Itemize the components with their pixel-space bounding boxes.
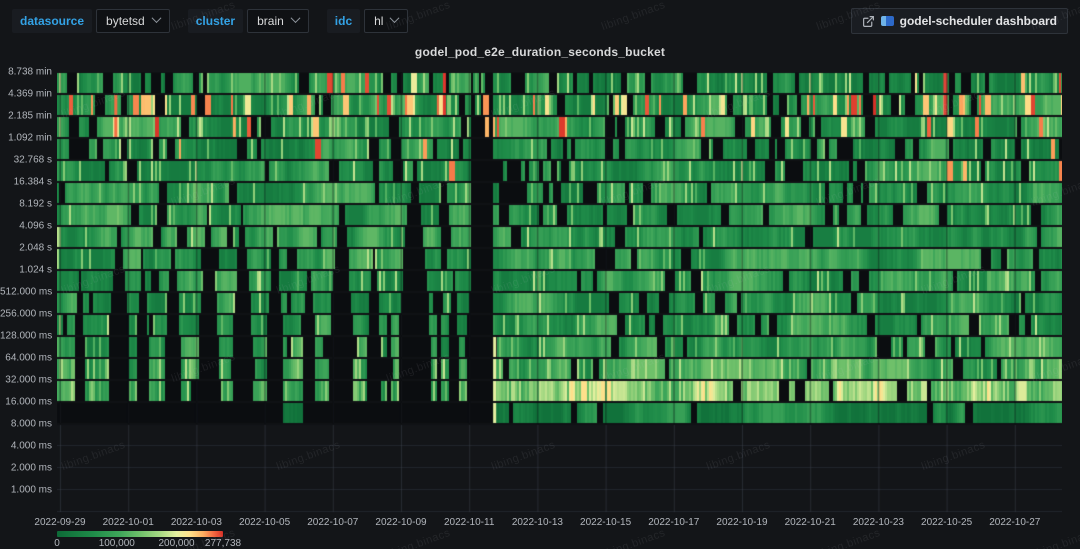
variable-value-datasource: bytetsd bbox=[106, 14, 145, 28]
watermark-text: libing.binacs bbox=[599, 526, 668, 549]
x-axis-label: 2022-10-25 bbox=[921, 517, 973, 528]
x-axis-label: 2022-10-07 bbox=[307, 517, 359, 528]
y-axis-label: 8.738 min bbox=[8, 66, 52, 78]
legend-tick-label: 100,000 bbox=[98, 538, 135, 549]
legend-gradient-bar bbox=[57, 531, 223, 537]
external-link-icon bbox=[862, 15, 874, 27]
variable-label-datasource: datasource bbox=[12, 9, 93, 33]
y-axis-label: 4.096 s bbox=[19, 220, 52, 232]
x-axis-label: 2022-09-29 bbox=[34, 517, 86, 528]
variable-label-cluster: cluster bbox=[187, 9, 244, 33]
variable-value-idc: hl bbox=[374, 14, 384, 28]
legend-tick-label: 277,738 bbox=[204, 538, 242, 549]
heatmap-canvas[interactable] bbox=[57, 72, 1062, 513]
variable-dropdown-datasource[interactable]: bytetsd bbox=[96, 9, 170, 33]
y-axis-label: 512.000 ms bbox=[0, 286, 53, 298]
watermark-text: libing.binacs bbox=[1029, 526, 1080, 549]
variable-label-idc: idc bbox=[326, 9, 361, 33]
y-axis-label: 2.000 ms bbox=[10, 462, 52, 474]
y-axis-label: 2.185 min bbox=[8, 110, 52, 122]
dashboard-link-button[interactable]: godel-scheduler dashboard bbox=[850, 8, 1068, 34]
y-axis-label: 2.048 s bbox=[19, 242, 52, 254]
watermark-text: libing.binacs bbox=[814, 526, 883, 549]
y-axis-label: 1.000 ms bbox=[10, 484, 52, 496]
panel-title: godel_pod_e2e_duration_seconds_bucket bbox=[414, 45, 666, 59]
x-axis-label: 2022-10-27 bbox=[989, 517, 1041, 528]
y-axis-label: 8.000 ms bbox=[10, 418, 52, 430]
dashboard-icon bbox=[880, 16, 894, 26]
watermark-text: libing.binacs bbox=[384, 526, 453, 549]
variable-datasource: datasource bytetsd bbox=[12, 9, 170, 33]
y-axis-label: 1.092 min bbox=[8, 132, 52, 144]
x-axis-label: 2022-10-13 bbox=[511, 517, 563, 528]
x-axis-label: 2022-10-09 bbox=[375, 517, 427, 528]
y-axis-label: 1.024 s bbox=[19, 264, 52, 276]
variable-cluster: cluster brain bbox=[187, 9, 309, 33]
chevron-down-icon bbox=[290, 13, 301, 24]
legend-tick-label: 200,000 bbox=[158, 538, 195, 549]
x-axis-label: 2022-10-03 bbox=[170, 517, 222, 528]
x-axis-label: 2022-10-05 bbox=[239, 517, 291, 528]
y-axis-label: 8.192 s bbox=[19, 198, 52, 210]
y-axis-label: 32.768 s bbox=[13, 154, 52, 166]
chevron-down-icon bbox=[151, 13, 162, 24]
y-axis-label: 128.000 ms bbox=[0, 330, 53, 342]
y-axis-label: 64.000 ms bbox=[5, 352, 52, 364]
y-axis-label: 16.384 s bbox=[13, 176, 52, 188]
x-axis-label: 2022-10-17 bbox=[648, 517, 700, 528]
x-axis-label: 2022-10-15 bbox=[580, 517, 632, 528]
variable-idc: idc hl bbox=[326, 9, 409, 33]
chevron-down-icon bbox=[390, 13, 400, 24]
y-axis-label: 16.000 ms bbox=[5, 396, 52, 408]
x-axis-label: 2022-10-21 bbox=[784, 517, 836, 528]
y-axis-label: 4.369 min bbox=[8, 88, 52, 100]
x-axis-label: 2022-10-11 bbox=[443, 517, 495, 528]
dashboard-link-label: godel-scheduler dashboard bbox=[899, 14, 1057, 28]
y-axis-label: 256.000 ms bbox=[0, 308, 53, 320]
x-axis-label: 2022-10-01 bbox=[102, 517, 154, 528]
x-axis-label: 2022-10-19 bbox=[716, 517, 768, 528]
variable-dropdown-cluster[interactable]: brain bbox=[247, 9, 309, 33]
legend-tick-label: 0 bbox=[54, 538, 60, 549]
x-axis-label: 2022-10-23 bbox=[852, 517, 904, 528]
y-axis-label: 4.000 ms bbox=[10, 440, 52, 452]
y-axis-label: 32.000 ms bbox=[5, 374, 52, 386]
variable-value-cluster: brain bbox=[257, 14, 284, 28]
variable-dropdown-idc[interactable]: hl bbox=[364, 9, 409, 33]
submenu-bar: datasource bytetsd cluster brain idc hl bbox=[0, 0, 1080, 42]
